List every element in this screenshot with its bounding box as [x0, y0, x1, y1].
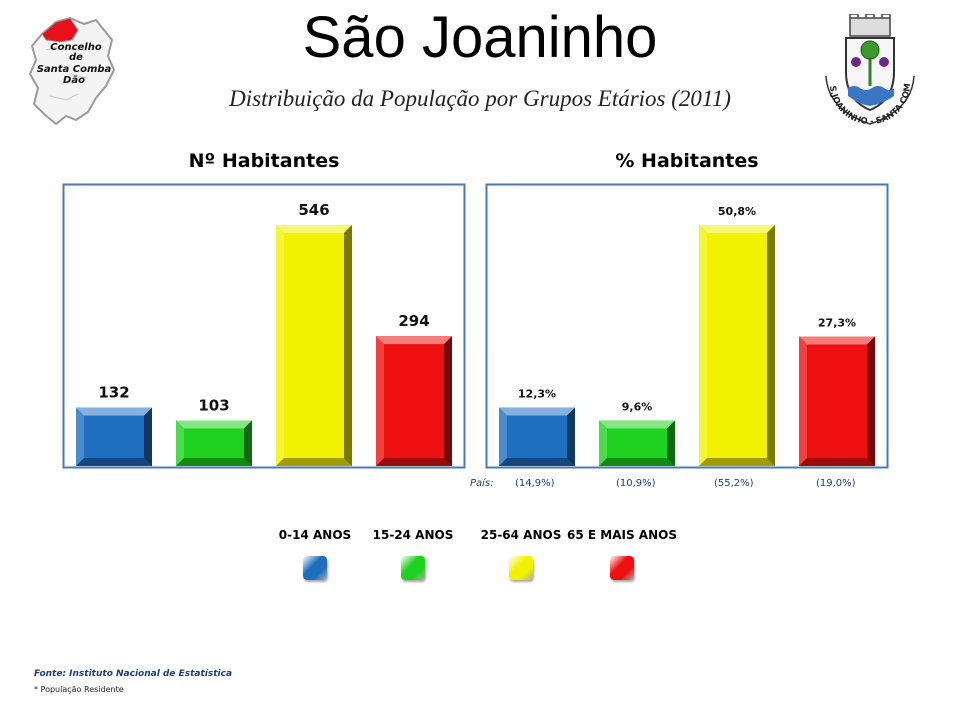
country-value-25-64: (55,2%)	[714, 478, 754, 489]
legend-swatch-0-14	[303, 556, 327, 580]
legend-label-0-14: 0-14 ANOS	[278, 528, 352, 542]
logo-left-line4: Dão	[63, 75, 85, 86]
percent-value-label-0-14: 12,3%	[518, 388, 556, 401]
percent-bar-0-14	[499, 407, 575, 466]
percent-value-label-65: 27,3%	[818, 316, 856, 329]
page-subtitle: Distribuição da População por Grupos Etá…	[229, 86, 731, 111]
country-label: País:	[470, 478, 494, 489]
logo-left-line1: Concelho	[50, 42, 102, 53]
count-bar-25-64	[276, 225, 352, 466]
legend-label-15-24: 15-24 ANOS	[372, 528, 454, 542]
legend-item-25-64: 25-64 ANOS	[461, 528, 581, 580]
footnote: * População Residente	[34, 685, 124, 694]
count-frame	[62, 183, 466, 469]
count-value-label-15-24: 103	[198, 397, 229, 415]
percent-value-label-25-64: 50,8%	[718, 205, 756, 218]
count-bar-65	[376, 336, 452, 466]
legend-swatch-65	[610, 556, 634, 580]
count-value-label-0-14: 132	[98, 384, 129, 402]
country-value-65: (19,0%)	[816, 478, 856, 489]
logo-left-line2: de	[69, 52, 83, 63]
count-bar-15-24	[176, 420, 252, 466]
percent-bar-65	[799, 336, 875, 466]
legend-item-65: 65 E MAIS ANOS	[562, 528, 682, 580]
legend-swatch-25-64	[509, 556, 533, 580]
country-value-0-14: (14,9%)	[515, 478, 555, 489]
logo-left-line3: Santa Comba	[37, 64, 112, 75]
left-chart-title: Nº Habitantes	[188, 150, 340, 172]
habitantes-percent-chart: 12,3% 9,6% 50,8% 27,3%	[485, 183, 889, 469]
country-value-15-24: (10,9%)	[616, 478, 656, 489]
count-value-label-25-64: 546	[298, 201, 329, 219]
percent-value-label-15-24: 9,6%	[622, 400, 653, 413]
count-value-label-65: 294	[398, 312, 429, 330]
habitantes-count-chart: 132 103 546 294	[62, 183, 466, 469]
percent-frame	[485, 183, 889, 469]
legend-label-25-64: 25-64 ANOS	[480, 528, 562, 542]
page-title: São Joaninho	[302, 5, 658, 70]
source-note: Fonte: Instituto Nacional de Estatística	[34, 669, 233, 679]
count-bar-0-14	[76, 407, 152, 466]
right-chart-title: % Habitantes	[615, 150, 759, 172]
legend-swatch-15-24	[401, 556, 425, 580]
concelho-map-logo: Concelho de Santa Comba Dão	[28, 16, 116, 126]
legend-label-65: 65 E MAIS ANOS	[567, 528, 677, 542]
legend-item-15-24: 15-24 ANOS	[353, 528, 473, 580]
percent-bar-15-24	[599, 420, 675, 466]
coat-of-arms-logo: S.JOANINHO - SANTA COMBA DÃO	[818, 14, 915, 127]
country-comparison-row: País: (14,9%) (10,9%) (55,2%) (19,0%)	[470, 478, 890, 496]
chart-legend: 0-14 ANOS 15-24 ANOS 25-64 ANOS 65 E MAI…	[0, 528, 960, 588]
legend-item-0-14: 0-14 ANOS	[255, 528, 375, 580]
percent-bar-25-64	[699, 225, 775, 466]
